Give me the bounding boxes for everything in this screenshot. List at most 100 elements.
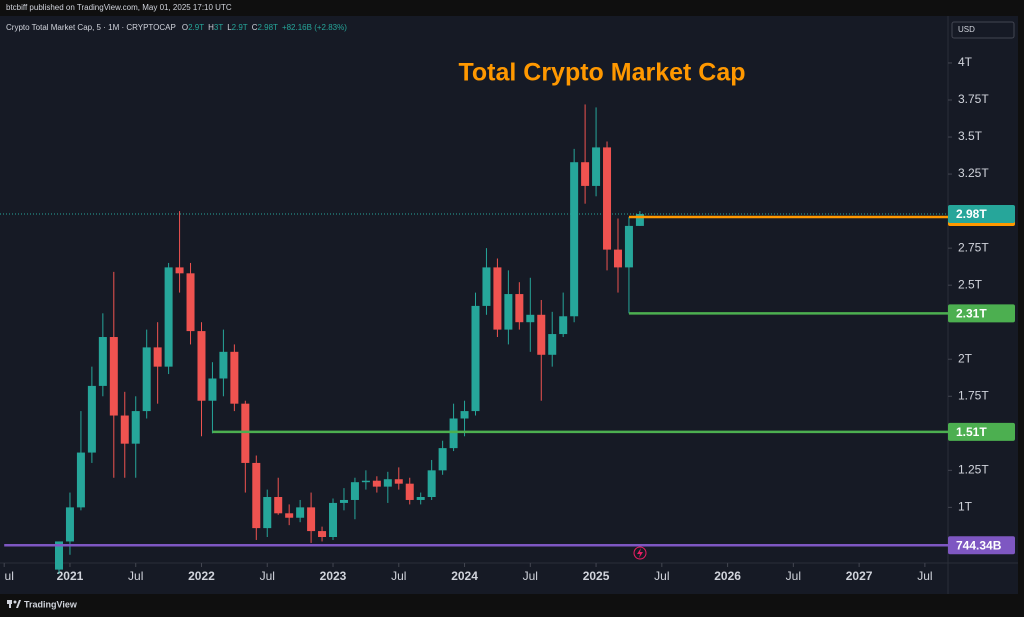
- candle-body: [142, 347, 151, 412]
- legend-key: O: [182, 23, 188, 32]
- candle-body: [186, 273, 195, 332]
- candle-body: [624, 225, 633, 268]
- candle-body: [76, 452, 85, 508]
- candle-body: [383, 479, 392, 487]
- candle-body: [559, 316, 568, 335]
- x-tick-label: Jul: [260, 569, 275, 583]
- x-tick-label: 2021: [57, 569, 84, 583]
- price-tag: [948, 205, 1015, 224]
- x-tick-label: Jul: [786, 569, 801, 583]
- y-tick-label: 1.75T: [958, 388, 989, 402]
- candle-body: [98, 337, 107, 386]
- candle-body: [164, 267, 173, 367]
- candle-body: [581, 162, 590, 186]
- candle-body: [504, 294, 513, 330]
- candle-body: [65, 507, 74, 542]
- currency-box[interactable]: [951, 21, 1015, 39]
- candle-body: [449, 418, 458, 449]
- legend-change: +82.16B (+2.83%): [282, 23, 347, 32]
- candle-body: [339, 499, 348, 503]
- candle-body: [416, 497, 425, 500]
- candle-body: [471, 305, 480, 412]
- x-tick-label: Jul: [523, 569, 538, 583]
- candle-body: [405, 483, 414, 500]
- legend-key: L: [227, 23, 232, 32]
- y-tick-label: 3.75T: [958, 92, 989, 106]
- candle-body: [230, 351, 239, 404]
- x-tick-label: 2024: [451, 569, 478, 583]
- candle-body: [219, 351, 228, 379]
- candle-body: [394, 479, 403, 484]
- y-tick-label: 3.5T: [958, 129, 983, 143]
- x-tick-label: 2027: [846, 569, 873, 583]
- candle-body: [613, 249, 622, 268]
- chart-title: Total Crypto Market Cap: [458, 59, 745, 87]
- candle-body: [197, 331, 206, 401]
- candle-body: [592, 147, 601, 186]
- candle-body: [55, 541, 64, 570]
- currency[interactable]: USD: [958, 25, 975, 34]
- y-tick-label: 1.25T: [958, 463, 989, 477]
- x-tick-label: Jul: [391, 569, 406, 583]
- candle-body: [175, 267, 184, 274]
- candle-body: [427, 470, 436, 498]
- price-tag: [948, 422, 1015, 441]
- y-tick-label: 2T: [958, 351, 973, 365]
- x-tick-label: 2025: [583, 569, 610, 583]
- legend-key: C: [252, 23, 258, 32]
- candle-body: [537, 314, 546, 355]
- x-tick-label: Jul: [654, 569, 669, 583]
- candle-body: [87, 385, 96, 453]
- y-tick-label: 3.25T: [958, 166, 989, 180]
- price-tag-label: 2.98T: [956, 207, 987, 221]
- y-tick-label: 2.75T: [958, 240, 989, 254]
- candle-body: [372, 480, 381, 487]
- candle-body: [109, 337, 118, 416]
- candle-body: [603, 147, 612, 250]
- legend-key: H: [208, 23, 214, 32]
- legend-symbol: Crypto Total Market Cap, 5 · 1M · CRYPTO…: [6, 23, 176, 32]
- alert-icon[interactable]: [633, 546, 647, 560]
- price-tag-label: 1.51T: [956, 425, 987, 439]
- y-tick-label: 1T: [958, 500, 973, 514]
- candle-body: [350, 482, 359, 500]
- price-tag: [948, 536, 1015, 555]
- price-tag-label: 2.31T: [956, 306, 987, 320]
- candle-body: [263, 497, 272, 529]
- candle-body: [208, 378, 217, 401]
- candle-body: [438, 448, 447, 471]
- x-tick-label: Jul: [128, 569, 143, 583]
- candle-body: [153, 347, 162, 367]
- candle-body: [285, 513, 294, 518]
- candle-body: [493, 267, 502, 330]
- legend-value: 2.9T: [188, 23, 204, 32]
- price-tag: [948, 304, 1015, 323]
- candle-body: [318, 531, 327, 538]
- legend-value: 2.98T: [257, 23, 278, 32]
- legend: Crypto Total Market Cap, 5 · 1M · CRYPTO…: [6, 23, 347, 32]
- x-tick-label: 2023: [320, 569, 347, 583]
- x-tick-label: ul: [5, 569, 14, 583]
- candle-body: [515, 294, 524, 323]
- legend-value: 2.9T: [232, 23, 248, 32]
- candle-body: [131, 411, 140, 444]
- candle-body: [460, 411, 469, 419]
- candle-body: [307, 507, 316, 532]
- candle-body: [570, 162, 579, 317]
- x-tick-label: 2026: [714, 569, 741, 583]
- candle-body: [274, 497, 283, 514]
- candle-body: [361, 480, 370, 483]
- x-tick-label: 2022: [188, 569, 215, 583]
- candle-body: [241, 403, 250, 463]
- footer-logo: [7, 600, 21, 608]
- candle-body: [526, 314, 535, 323]
- footer-brand: TradingView: [24, 599, 78, 609]
- y-tick-label: 4T: [958, 55, 973, 69]
- candle-body: [296, 507, 305, 518]
- candle-body: [548, 334, 557, 355]
- candle-body: [635, 214, 644, 226]
- candle-body: [120, 415, 129, 444]
- legend-value: 3T: [214, 23, 223, 32]
- candle-body: [482, 267, 491, 306]
